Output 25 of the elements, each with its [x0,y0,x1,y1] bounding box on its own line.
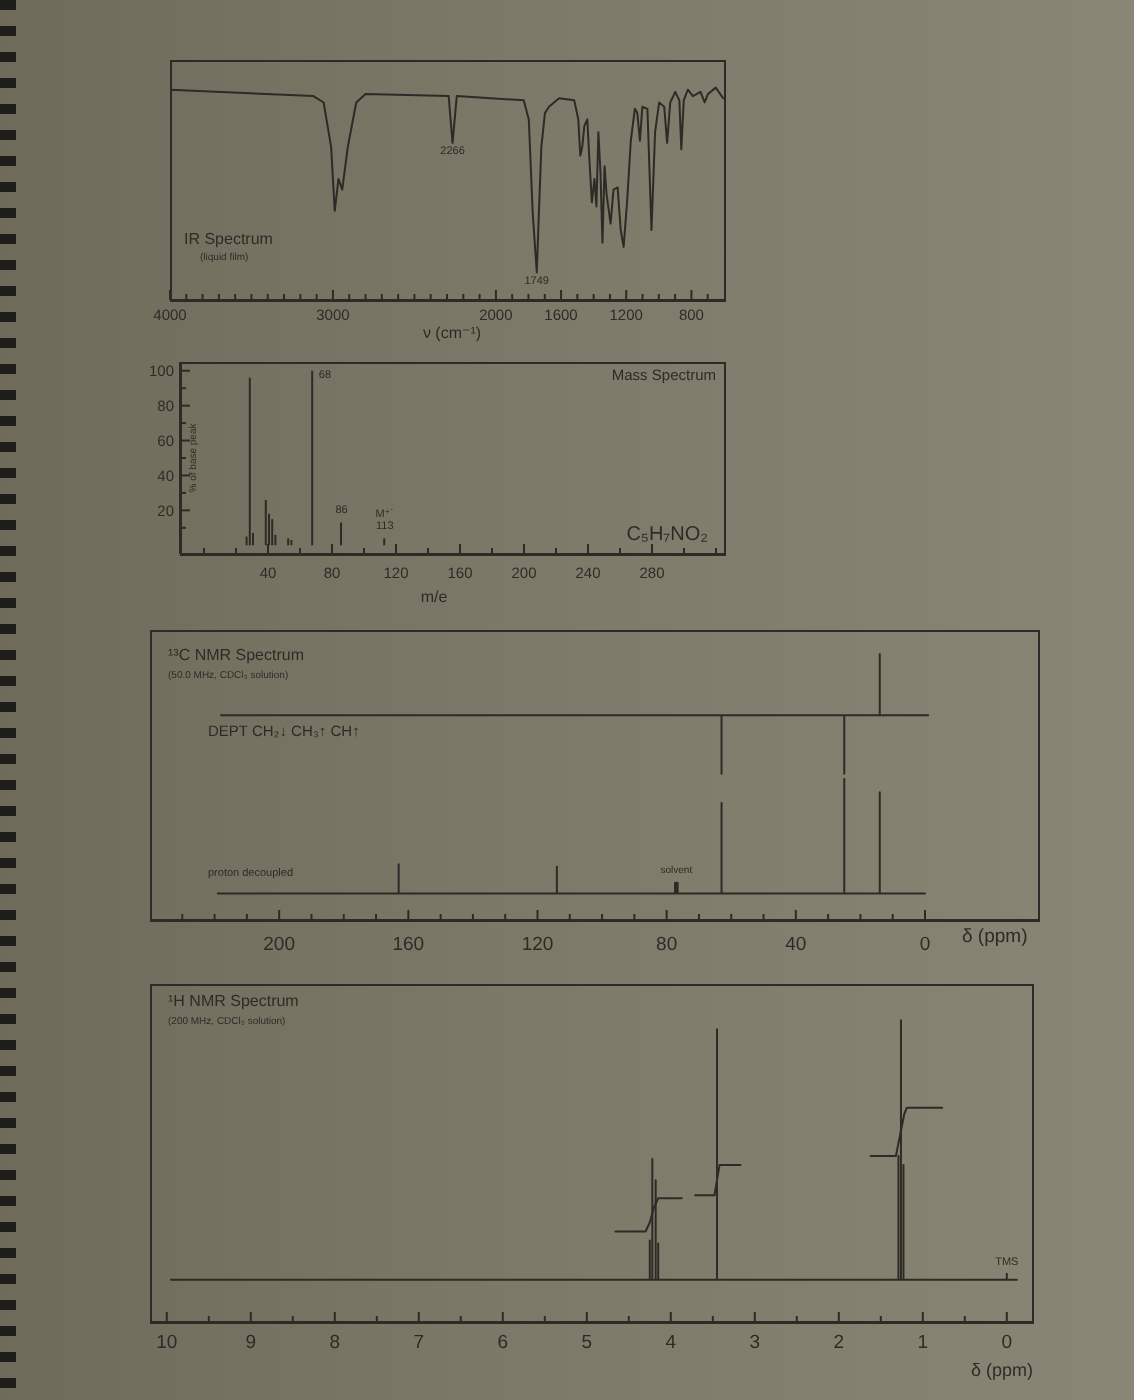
x-tick-label: 200 [263,934,296,956]
x-tick-label: 2 [833,1332,845,1354]
annotation: C₅H₇NO₂ [626,524,708,547]
x-tick-label: 1 [917,1332,929,1354]
text: IR Spectrum [184,230,273,249]
x-tick-label: 10 [156,1332,178,1354]
x-axis-title: δ (ppm) [970,1360,1034,1381]
x-tick-label: 80 [656,934,678,956]
x-tick-label: 8 [329,1332,341,1354]
x-axis-title: δ (ppm) [962,926,1028,950]
chart-title: ¹H NMR Spectrum [168,992,299,1011]
chart-title: ¹³C NMR Spectrum [168,646,305,665]
x-tick-label: 4 [665,1332,677,1354]
x-tick-label: 7 [413,1332,425,1354]
x-axis-title: ν (cm⁻¹) [422,324,482,343]
x-tick-label: 40 [785,934,807,956]
x-tick-label: 5 [581,1332,593,1354]
x-tick-label: 0 [1001,1332,1013,1354]
x-tick-label: 6 [497,1332,509,1354]
x-tick-label: 0 [919,934,931,956]
x-tick-label: 9 [245,1332,257,1354]
x-tick-label: 120 [521,934,554,956]
x-tick-label: 3 [749,1332,761,1354]
x-tick-label: 160 [392,934,425,956]
x-axis-title: m/e [420,588,448,607]
